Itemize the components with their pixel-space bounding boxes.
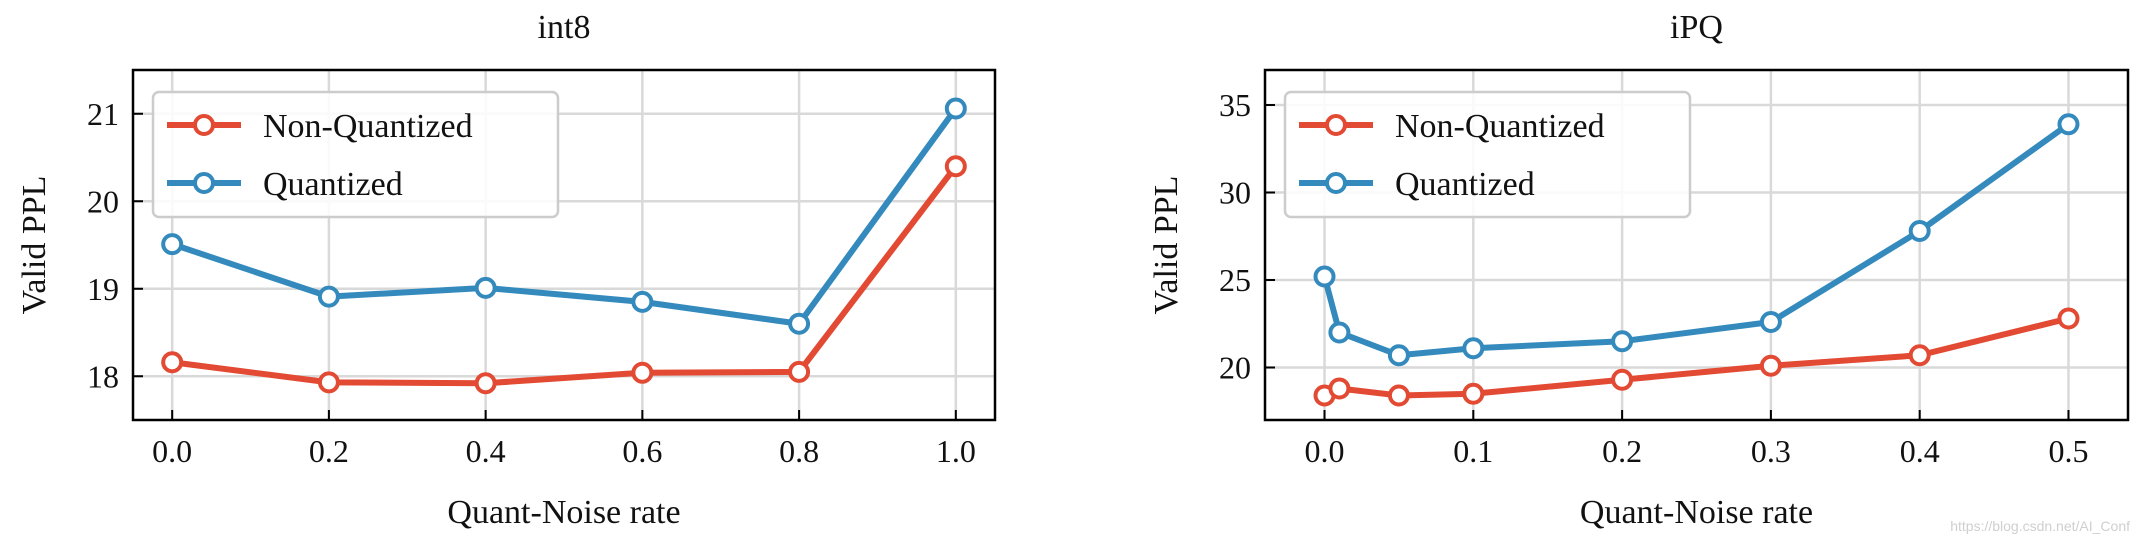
legend: Non-Quantized Quantized — [151, 90, 560, 219]
chart-ipq: 0.0 0.1 0.2 0.3 0.4 0.5 20 25 30 35 iPQ Quant-Noise… — [1148, 9, 2130, 531]
data-point — [1759, 311, 1782, 333]
data-point — [788, 312, 811, 335]
x-tick-label: 0.5 — [2048, 433, 2088, 469]
legend-marker — [1325, 172, 1347, 194]
legend-label: Quantized — [263, 166, 403, 203]
y-tick-label: 21 — [87, 96, 119, 132]
data-point — [944, 97, 967, 120]
data-point — [1908, 344, 1931, 367]
data-point — [474, 276, 497, 299]
legend-label: Quantized — [1395, 166, 1535, 203]
data-point — [317, 371, 340, 394]
x-tick-label: 0.2 — [309, 433, 349, 469]
x-tick-label: 0.0 — [1305, 433, 1345, 469]
legend-marker — [193, 114, 215, 136]
data-point — [1462, 382, 1485, 405]
data-point — [1611, 368, 1634, 391]
x-axis-label: Quant-Noise rate — [447, 494, 680, 531]
y-tick-label: 30 — [1219, 175, 1251, 211]
x-tick-label: 0.1 — [1453, 433, 1493, 469]
data-point — [1462, 337, 1485, 360]
y-axis-label: Valid PPL — [1148, 176, 1185, 315]
y-tick-label: 19 — [87, 271, 119, 307]
legend: Non-Quantized Quantized — [1283, 90, 1692, 219]
y-tick-label: 35 — [1219, 87, 1251, 123]
data-point — [631, 290, 654, 313]
legend-marker — [1325, 114, 1347, 136]
plot-frame — [1263, 68, 2130, 422]
y-axis-label: Valid PPL — [16, 176, 53, 315]
data-point — [474, 372, 497, 395]
x-tick-label: 0.2 — [1602, 433, 1642, 469]
data-point — [1387, 344, 1410, 367]
data-point — [2057, 113, 2080, 136]
data-point — [631, 361, 654, 384]
x-tick-label: 0.3 — [1751, 433, 1791, 469]
y-tick-label: 20 — [87, 183, 119, 219]
data-point — [944, 155, 967, 178]
data-point — [161, 351, 184, 374]
x-axis-label: Quant-Noise rate — [1580, 494, 1813, 531]
chart-int8: 0.0 0.2 0.4 0.6 0.8 1.0 18 19 20 21 int8 Quant-Nois… — [16, 9, 997, 531]
data-point — [1328, 321, 1351, 344]
watermark: https://blog.csdn.net/AI_Conf — [1950, 518, 2130, 534]
x-tick-label: 0.8 — [779, 433, 819, 469]
chart-title: iPQ — [1670, 9, 1723, 46]
data-point — [317, 285, 340, 308]
data-point — [2057, 307, 2080, 330]
x-tick-label: 1.0 — [936, 433, 976, 469]
y-tick-label: 25 — [1219, 262, 1251, 298]
x-tick-label: 0.0 — [152, 433, 192, 469]
data-point — [1387, 384, 1410, 407]
data-point — [1759, 354, 1782, 377]
y-tick-label: 20 — [1219, 350, 1251, 386]
x-tick-label: 0.4 — [1900, 433, 1940, 469]
data-point — [1611, 330, 1634, 353]
x-tick-label: 0.4 — [466, 433, 506, 469]
data-point — [1313, 265, 1336, 288]
data-point — [1908, 220, 1931, 242]
series-line-non-quantized — [171, 164, 959, 387]
chart-title: int8 — [538, 9, 591, 46]
legend-box — [1283, 90, 1692, 219]
data-point — [788, 360, 811, 383]
x-tick-label: 0.6 — [622, 433, 662, 469]
series-line-quantized — [171, 106, 959, 327]
legend-label: Non-Quantized — [263, 108, 473, 145]
legend-marker — [193, 172, 215, 194]
plot-frame — [131, 68, 997, 422]
y-tick-label: 18 — [87, 358, 119, 394]
data-point — [1328, 377, 1351, 400]
legend-box — [151, 90, 560, 219]
data-point — [161, 233, 184, 256]
legend-label: Non-Quantized — [1395, 108, 1605, 145]
